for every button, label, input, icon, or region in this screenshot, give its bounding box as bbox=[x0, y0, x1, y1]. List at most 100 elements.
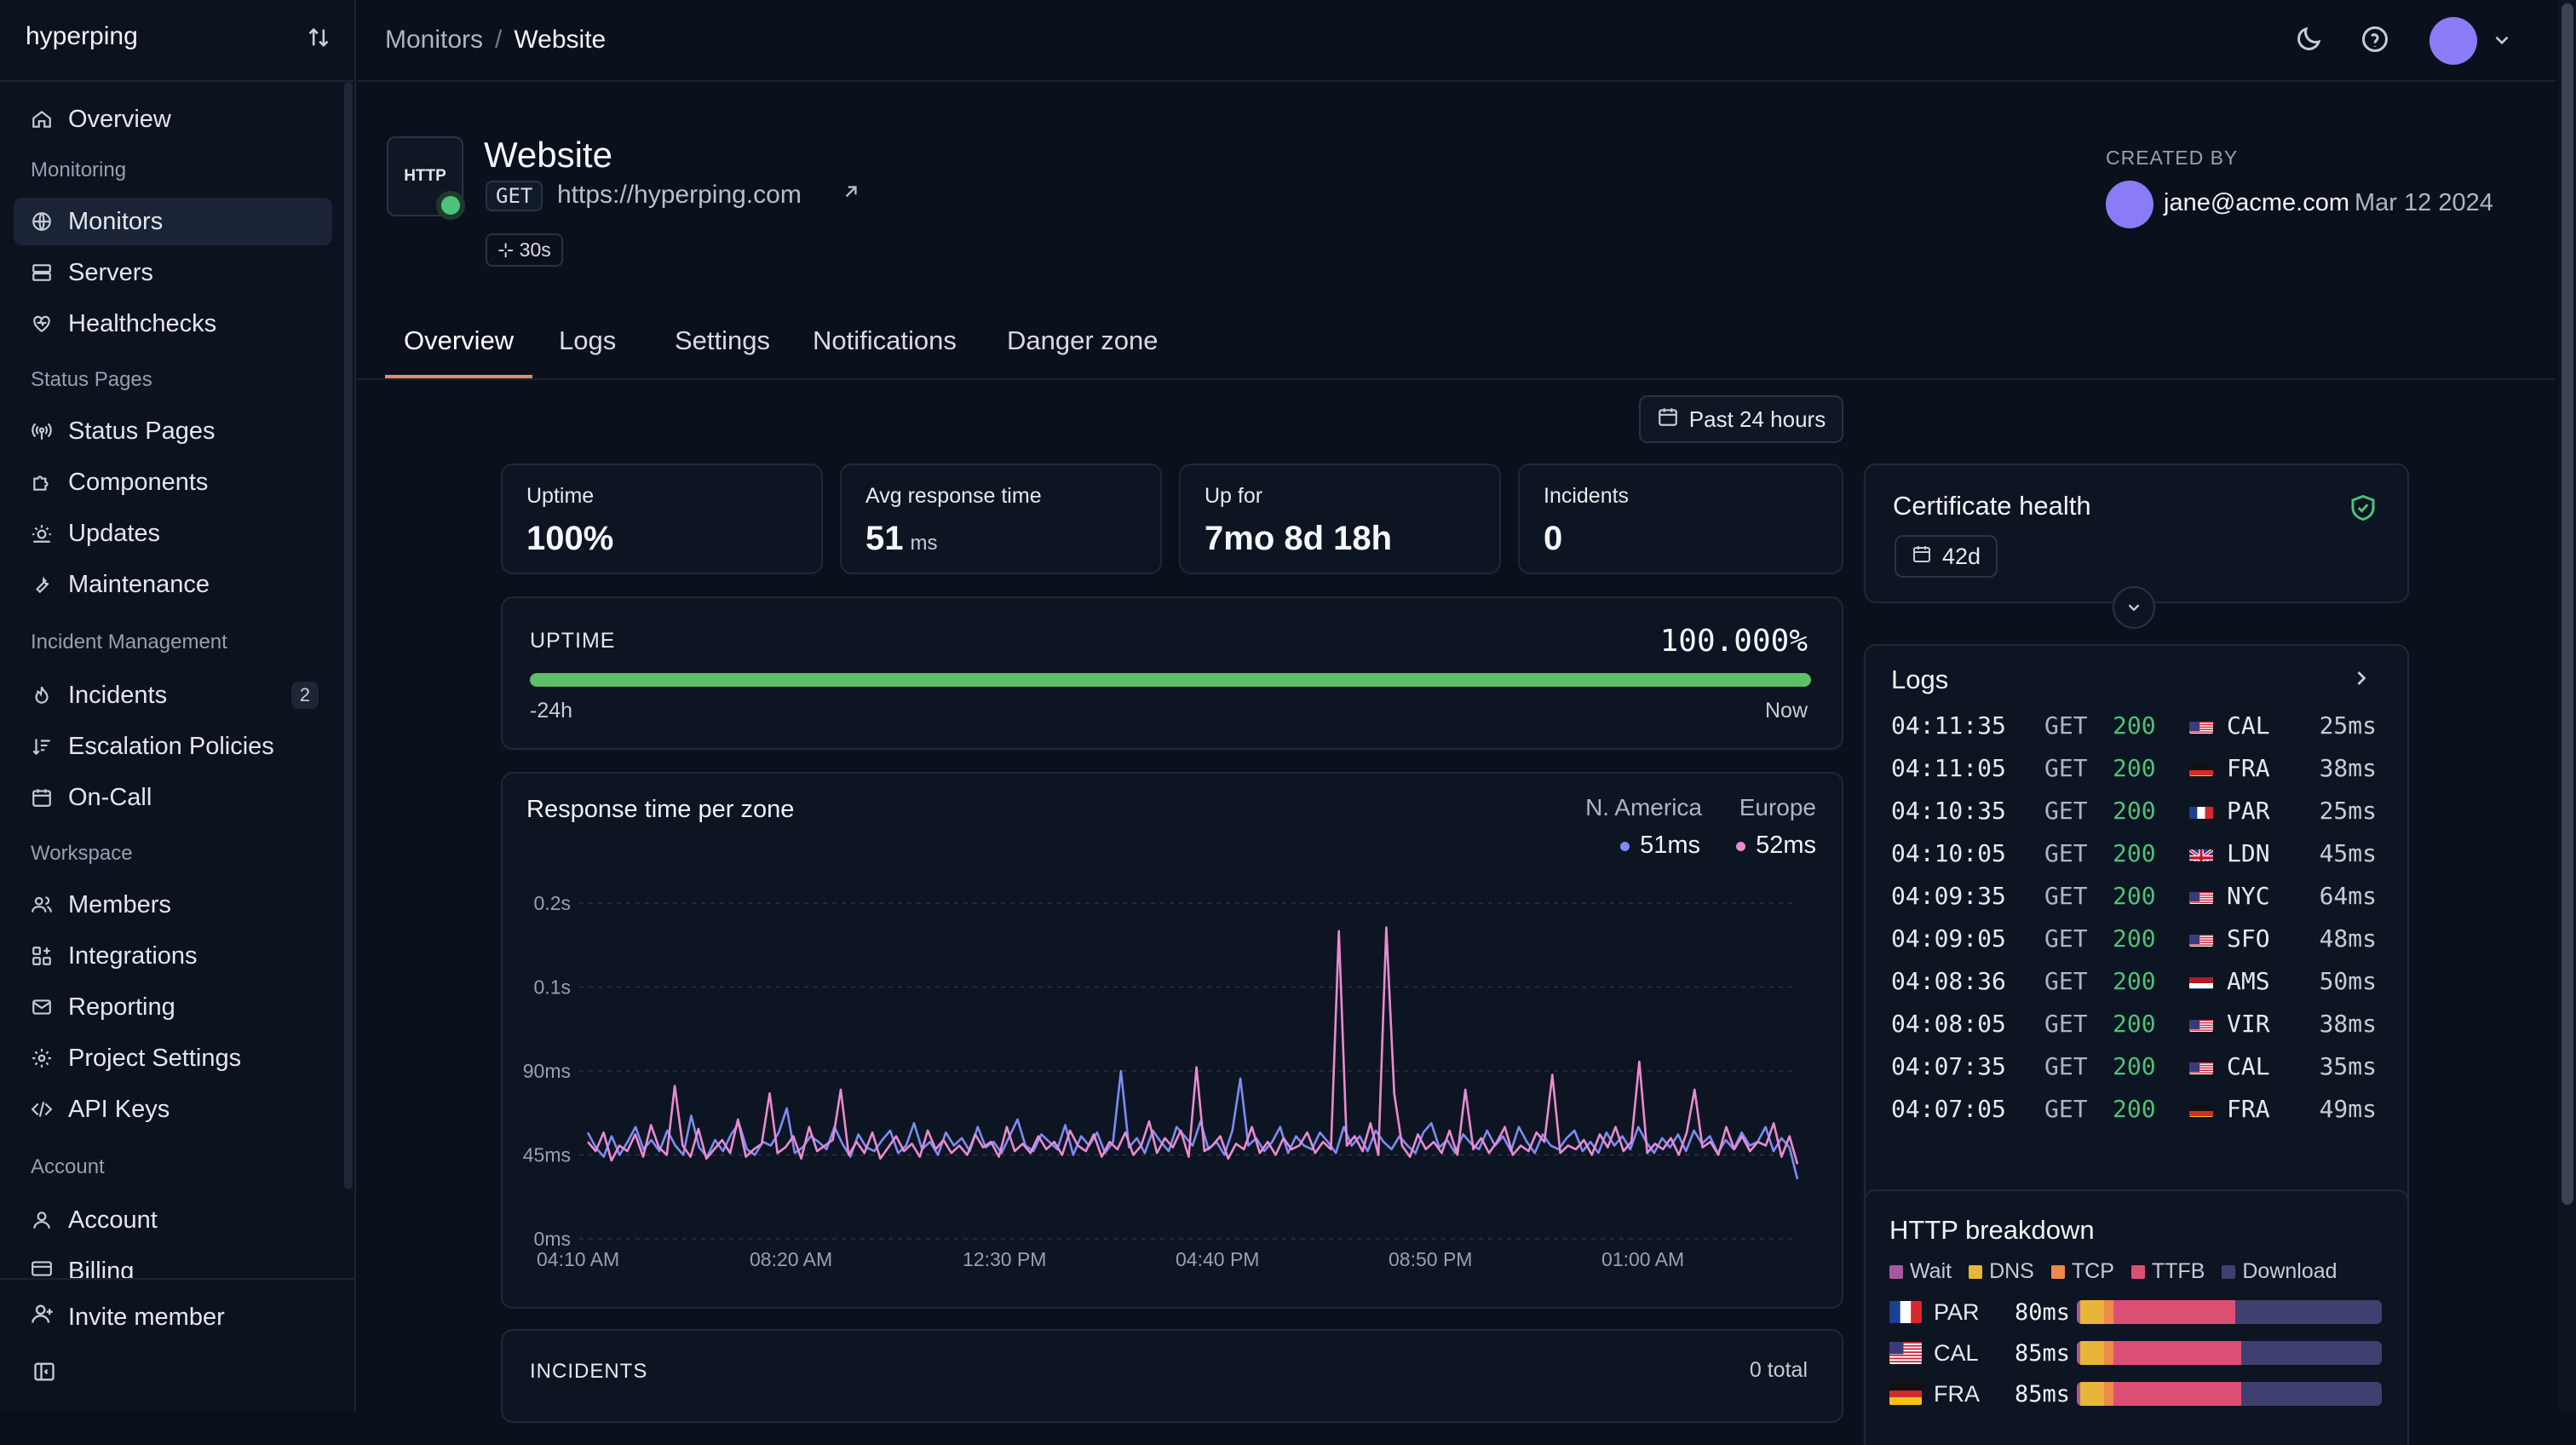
chevron-down-icon[interactable] bbox=[2491, 29, 2513, 57]
chevron-right-icon[interactable] bbox=[2349, 666, 2373, 696]
log-method: GET bbox=[2044, 924, 2088, 953]
incidents-label: INCIDENTS bbox=[530, 1360, 648, 1383]
log-row[interactable]: 04:08:36 GET 200 AMS 50ms bbox=[1891, 959, 2377, 1002]
moon-icon[interactable] bbox=[2293, 24, 2324, 60]
sidebar-item-label: Overview bbox=[68, 105, 171, 133]
sidebar-item-label: Account bbox=[68, 1206, 158, 1234]
sidebar-item-updates[interactable]: Updates bbox=[14, 509, 332, 557]
flag-us-icon bbox=[2189, 1015, 2213, 1032]
breakdown-bar bbox=[2077, 1382, 2382, 1406]
sidebar-item-label: On-Call bbox=[68, 783, 152, 811]
log-row[interactable]: 04:10:05 GET 200 LDN 45ms bbox=[1891, 832, 2377, 874]
invite-member-button[interactable]: Invite member bbox=[31, 1302, 225, 1333]
page-scrollbar[interactable] bbox=[2559, 0, 2576, 1411]
sidebar-divider bbox=[0, 80, 354, 82]
breakdown-row[interactable]: FRA 85ms bbox=[1889, 1377, 2382, 1411]
tab-danger-zone[interactable]: Danger zone bbox=[1007, 325, 1159, 355]
interval-icon: ⊹ bbox=[497, 239, 515, 261]
log-time: 04:07:35 bbox=[1891, 1051, 2006, 1080]
help-icon[interactable] bbox=[2360, 24, 2390, 60]
stat-value: 100% bbox=[526, 520, 614, 557]
collapse-sidebar-icon[interactable] bbox=[32, 1360, 56, 1390]
http-method-badge: GET bbox=[486, 181, 543, 211]
sidebar-item-api-keys[interactable]: API Keys bbox=[14, 1085, 332, 1133]
log-row[interactable]: 04:07:05 GET 200 FRA 49ms bbox=[1891, 1087, 2377, 1130]
breakdown-segment bbox=[2241, 1382, 2382, 1406]
breakdown-bar bbox=[2077, 1300, 2382, 1324]
breadcrumb-separator: / bbox=[495, 26, 503, 54]
section-monitoring: Monitoring bbox=[31, 158, 127, 181]
log-zone: PAR bbox=[2227, 796, 2270, 825]
sidebar-item-integrations[interactable]: Integrations bbox=[14, 932, 332, 980]
log-method: GET bbox=[2044, 966, 2088, 995]
expand-chevron-icon[interactable] bbox=[2113, 586, 2155, 629]
tab-notifications[interactable]: Notifications bbox=[813, 325, 957, 355]
log-duration: 64ms bbox=[2319, 881, 2377, 910]
uptime-bar[interactable] bbox=[530, 673, 1811, 687]
sidebar-item-maintenance[interactable]: Maintenance bbox=[14, 561, 332, 608]
http-breakdown-card: HTTP breakdown Wait DNS TCP TTFB Download PA… bbox=[1864, 1189, 2409, 1445]
user-plus-icon bbox=[31, 1302, 55, 1333]
log-zone: NYC bbox=[2227, 881, 2270, 910]
log-row[interactable]: 04:10:35 GET 200 PAR 25ms bbox=[1891, 789, 2377, 832]
monitor-type-badge: HTTP bbox=[387, 136, 463, 216]
stat-label: Up for bbox=[1205, 484, 1263, 508]
scrollbar-thumb[interactable] bbox=[2562, 3, 2573, 1205]
workspace-name[interactable]: hyperping bbox=[26, 22, 138, 50]
flag-de-icon bbox=[2189, 1100, 2213, 1117]
sidebar-item-reporting[interactable]: Reporting bbox=[14, 983, 332, 1031]
log-row[interactable]: 04:09:05 GET 200 SFO 48ms bbox=[1891, 917, 2377, 959]
sidebar-item-overview[interactable]: Overview bbox=[14, 95, 332, 143]
time-range-button[interactable]: Past 24 hours bbox=[1639, 395, 1843, 443]
legend-item: Download bbox=[2222, 1259, 2337, 1284]
sidebar-item-incidents[interactable]: Incidents 2 bbox=[14, 671, 332, 719]
log-duration: 49ms bbox=[2319, 1094, 2377, 1123]
log-time: 04:09:05 bbox=[1891, 924, 2006, 953]
breakdown-segment bbox=[2113, 1341, 2242, 1365]
log-row[interactable]: 04:11:35 GET 200 CAL 25ms bbox=[1891, 704, 2377, 746]
sidebar-item-label: Escalation Policies bbox=[68, 732, 274, 760]
flag-us-icon bbox=[2189, 887, 2213, 904]
sidebar-item-components[interactable]: Components bbox=[14, 458, 332, 506]
series-line-n-america bbox=[586, 1069, 1799, 1180]
breadcrumb-monitors[interactable]: Monitors bbox=[385, 26, 484, 54]
user-avatar[interactable] bbox=[2429, 17, 2477, 65]
log-row[interactable]: 04:08:05 GET 200 VIR 38ms bbox=[1891, 1002, 2377, 1045]
stat-value: 0 bbox=[1544, 520, 1563, 557]
flag-us-icon bbox=[1889, 1342, 1922, 1364]
log-time: 04:08:36 bbox=[1891, 966, 2006, 995]
sidebar-item-monitors[interactable]: Monitors bbox=[14, 198, 332, 245]
sidebar-item-servers[interactable]: Servers bbox=[14, 249, 332, 296]
tab-settings[interactable]: Settings bbox=[675, 325, 771, 355]
stat-card-up-for: Up for 7mo 8d 18h bbox=[1179, 463, 1501, 574]
flag-de-icon bbox=[2189, 759, 2213, 776]
external-link-icon[interactable] bbox=[840, 181, 862, 209]
sidebar-item-on-call[interactable]: On-Call bbox=[14, 774, 332, 821]
legend-value-eu: 52ms bbox=[1736, 832, 1816, 860]
log-zone: FRA bbox=[2227, 1094, 2270, 1123]
switch-workspace-icon[interactable] bbox=[307, 26, 331, 55]
response-time-chart[interactable]: 0ms 45ms 90ms 0.1s 0.2s 04:10 AM 08:20 AM 12:30… bbox=[503, 774, 1845, 1310]
sidebar-item-project-settings[interactable]: Project Settings bbox=[14, 1034, 332, 1082]
sidebar-item-members[interactable]: Members bbox=[14, 881, 332, 929]
log-time: 04:10:35 bbox=[1891, 796, 2006, 825]
sidebar-item-account[interactable]: Account bbox=[14, 1196, 332, 1244]
log-row[interactable]: 04:09:35 GET 200 NYC 64ms bbox=[1891, 874, 2377, 917]
breakdown-row[interactable]: CAL 85ms bbox=[1889, 1336, 2382, 1370]
sidebar-item-escalation-policies[interactable]: Escalation Policies bbox=[14, 722, 332, 770]
monitor-url[interactable]: https://hyperping.com bbox=[557, 181, 802, 209]
log-row[interactable]: 04:11:05 GET 200 FRA 38ms bbox=[1891, 746, 2377, 789]
tab-overview[interactable]: Overview bbox=[385, 325, 533, 378]
log-row[interactable]: 04:07:35 GET 200 CAL 35ms bbox=[1891, 1045, 2377, 1087]
sidebar-item-label: Updates bbox=[68, 519, 161, 547]
breakdown-row[interactable]: PAR 80ms bbox=[1889, 1295, 2382, 1329]
x-tick-label: 12:30 PM bbox=[963, 1248, 1046, 1270]
tab-logs[interactable]: Logs bbox=[559, 325, 617, 355]
sidebar-item-label: API Keys bbox=[68, 1095, 170, 1123]
log-time: 04:07:05 bbox=[1891, 1094, 2006, 1123]
sidebar-item-healthchecks[interactable]: Healthchecks bbox=[14, 300, 332, 348]
sidebar-scrollbar[interactable] bbox=[344, 82, 353, 1189]
x-tick-label: 04:10 AM bbox=[537, 1248, 619, 1270]
sidebar-item-billing[interactable]: Billing bbox=[14, 1246, 332, 1278]
sidebar-item-status-pages[interactable]: Status Pages bbox=[14, 407, 332, 455]
